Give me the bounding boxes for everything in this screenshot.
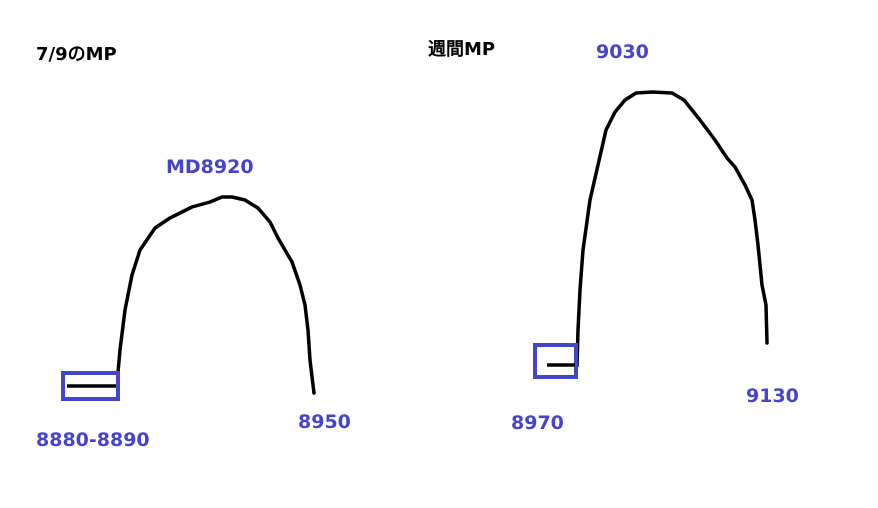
right-profile-title: 週間MP (428, 39, 496, 60)
right-right-label: 9130 (746, 385, 799, 407)
left-right-label: 8950 (298, 411, 351, 433)
right-value-area-box (533, 343, 578, 379)
left-value-area-box (61, 371, 120, 401)
left-profile-curve (116, 195, 316, 395)
right-peak-label: 9030 (596, 41, 649, 63)
left-peak-label: MD8920 (166, 156, 254, 178)
left-profile-title: 7/9のMP (36, 44, 117, 65)
left-low-label: 8880-8890 (36, 429, 150, 451)
right-low-label: 8970 (511, 412, 564, 434)
right-profile-curve (575, 90, 769, 368)
